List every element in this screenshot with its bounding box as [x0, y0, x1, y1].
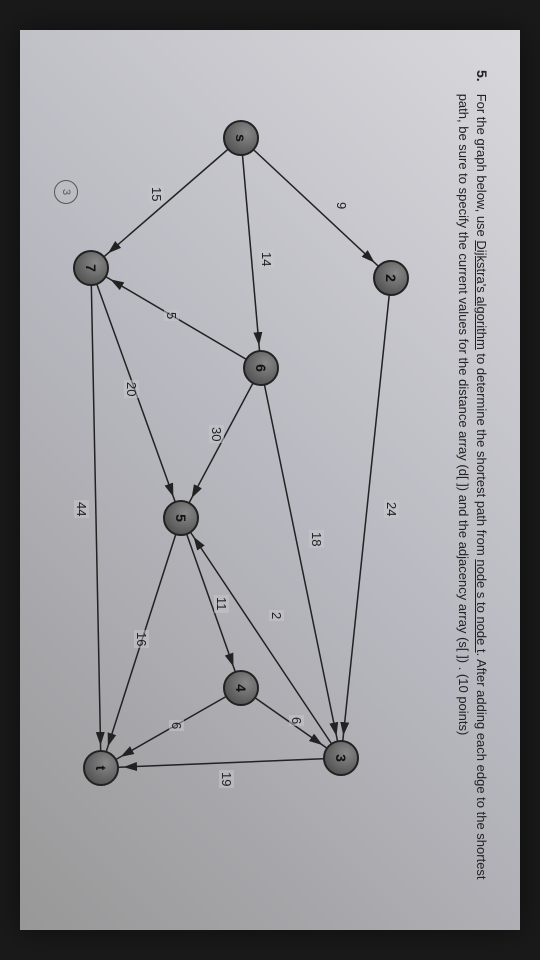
- question-number: 5.: [454, 70, 490, 82]
- graph-node-4: 4: [223, 670, 259, 706]
- question-text: For the graph below, use Dijkstra's algo…: [454, 94, 490, 890]
- edge-weight-4-3: 6: [289, 715, 304, 726]
- edge-weight-2-3: 24: [384, 500, 399, 518]
- graph-node-t: t: [83, 750, 119, 786]
- qtext-p2: to determine the shortest path from: [474, 350, 489, 560]
- edge-weight-6-3: 18: [309, 530, 324, 548]
- edge-s-7: [91, 138, 241, 268]
- edge-weight-7-t: 44: [74, 500, 89, 518]
- qtext-p1: For the graph below, use: [474, 94, 489, 241]
- edge-weight-5-4: 11: [214, 595, 229, 613]
- edge-s-6: [241, 138, 261, 368]
- page-container: 5. For the graph below, use Dijkstra's a…: [20, 30, 520, 930]
- graph-node-2: 2: [373, 260, 409, 296]
- edge-weight-3-t: 19: [219, 770, 234, 788]
- edge-weight-5-t: 16: [134, 630, 149, 648]
- graph-node-s: s: [223, 120, 259, 156]
- edge-5-4: [181, 518, 241, 688]
- graph-node-7: 7: [73, 250, 109, 286]
- edge-weight-s-7: 15: [149, 185, 164, 203]
- edge-weight-6-5: 30: [209, 425, 224, 443]
- edge-3-t: [101, 758, 341, 768]
- qtext-path: node s to node t: [474, 559, 489, 652]
- edge-6-3: [261, 368, 341, 758]
- edge-weight-5-3: 2: [269, 610, 284, 621]
- edge-weight-6-7: 5: [164, 310, 179, 321]
- question-block: 5. For the graph below, use Dijkstra's a…: [454, 70, 490, 890]
- edge-weight-s-2: 9: [334, 200, 349, 211]
- edge-weight-7-5: 20: [124, 380, 139, 398]
- edge-weight-4-t: 6: [169, 720, 184, 731]
- graph-node-3: 3: [323, 740, 359, 776]
- edge-7-t: [91, 268, 101, 768]
- edge-weight-s-6: 14: [259, 250, 274, 268]
- graph-node-6: 6: [243, 350, 279, 386]
- graph-node-5: 5: [163, 500, 199, 536]
- graph-diagram: s267534t 9141524183052044211166619 3: [49, 100, 429, 900]
- qtext-algo: Dijkstra's algorithm: [474, 240, 489, 349]
